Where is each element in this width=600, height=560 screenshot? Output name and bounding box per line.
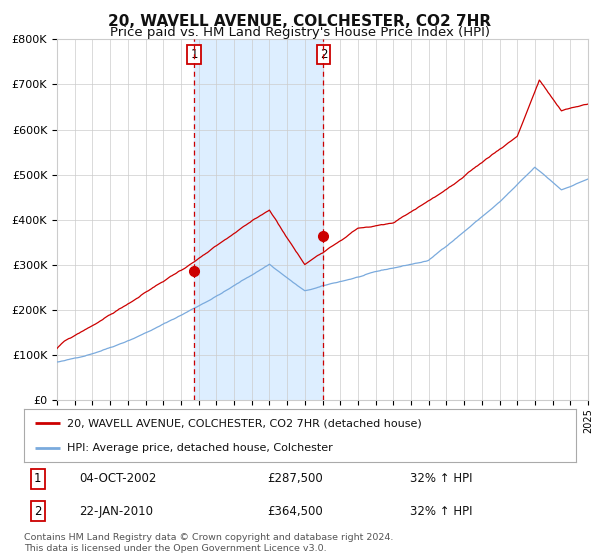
Text: 2: 2 [34, 505, 41, 517]
Text: 20, WAVELL AVENUE, COLCHESTER, CO2 7HR: 20, WAVELL AVENUE, COLCHESTER, CO2 7HR [109, 14, 491, 29]
Text: £364,500: £364,500 [267, 505, 323, 517]
Text: £287,500: £287,500 [267, 473, 323, 486]
Text: 22-JAN-2010: 22-JAN-2010 [79, 505, 153, 517]
Text: Price paid vs. HM Land Registry's House Price Index (HPI): Price paid vs. HM Land Registry's House … [110, 26, 490, 39]
Text: 20, WAVELL AVENUE, COLCHESTER, CO2 7HR (detached house): 20, WAVELL AVENUE, COLCHESTER, CO2 7HR (… [67, 418, 422, 428]
Text: HPI: Average price, detached house, Colchester: HPI: Average price, detached house, Colc… [67, 442, 333, 452]
Text: 1: 1 [34, 473, 41, 486]
Text: Contains HM Land Registry data © Crown copyright and database right 2024.
This d: Contains HM Land Registry data © Crown c… [24, 533, 394, 553]
Text: 32% ↑ HPI: 32% ↑ HPI [410, 473, 473, 486]
Text: 32% ↑ HPI: 32% ↑ HPI [410, 505, 473, 517]
Bar [194, 39, 323, 400]
Text: 2: 2 [320, 48, 327, 61]
Text: 1: 1 [190, 48, 198, 61]
Text: 04-OCT-2002: 04-OCT-2002 [79, 473, 157, 486]
